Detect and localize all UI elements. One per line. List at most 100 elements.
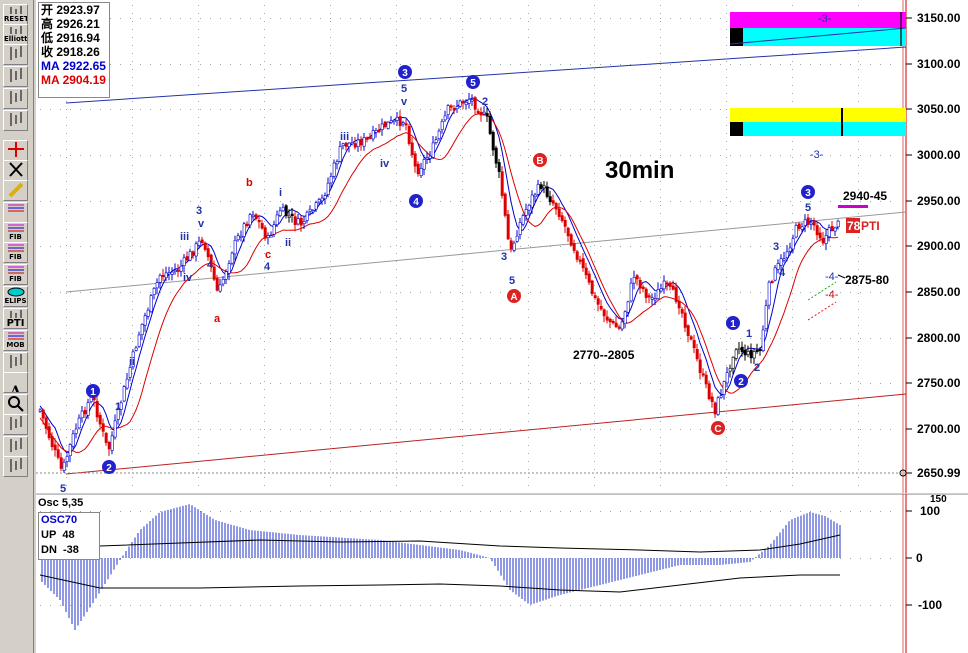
compare-tool-button[interactable]	[3, 88, 28, 109]
compare-icon	[4, 89, 27, 108]
candle-body	[665, 282, 669, 285]
svg-text:5: 5	[470, 78, 476, 89]
candle-body	[761, 329, 765, 351]
osc-up-line	[39, 534, 841, 553]
candle-body	[710, 396, 714, 402]
candle-body	[53, 444, 57, 451]
candle-body	[494, 147, 498, 164]
candle-body	[497, 162, 501, 172]
sub-wave-5d: 5	[805, 202, 811, 214]
candle-body	[827, 227, 831, 237]
candle-body	[185, 256, 189, 261]
grid-icon	[4, 437, 27, 456]
price-tick-label: 2950.00	[917, 194, 961, 208]
pencil-tool-button[interactable]	[3, 180, 28, 201]
candle-body	[473, 97, 477, 110]
zone-marker-black-top	[730, 28, 743, 46]
sub-wave-5-bottom: 5	[60, 483, 66, 493]
oscillator-chart[interactable]: 150 100 0 -100	[36, 494, 968, 653]
candle-body	[269, 235, 273, 238]
candle-body	[800, 226, 804, 230]
candle-body	[449, 105, 453, 108]
candle-body	[614, 322, 618, 328]
quote-ma1: 2922.65	[62, 59, 106, 73]
candle-body	[476, 110, 480, 114]
candle-body	[803, 219, 807, 226]
pti-tool-button[interactable]: PTI	[3, 308, 28, 329]
candle-body	[656, 289, 660, 299]
candle-body	[593, 295, 597, 299]
candle-body	[362, 137, 366, 147]
osc-axis-area	[906, 494, 968, 653]
delete-tool-button[interactable]	[3, 160, 28, 181]
candle-body	[104, 432, 108, 443]
mob-tool-button[interactable]: MOB	[3, 330, 28, 351]
candle-body	[287, 215, 291, 218]
fib-ret-tool-button[interactable]: FIB RET	[3, 222, 28, 243]
candle-body	[218, 284, 222, 292]
parallel-lines-tool-button[interactable]	[3, 202, 28, 223]
candle-body	[164, 272, 168, 278]
candle-body	[773, 267, 777, 281]
candle-body	[152, 288, 156, 296]
candle-body	[275, 214, 279, 226]
candle-body	[587, 273, 591, 283]
crosshair-tool-button[interactable]	[3, 140, 28, 161]
elliott-tool-button[interactable]: Elliott	[3, 24, 28, 45]
osc-info-box: OSC70 UP 48 DN -38	[38, 512, 100, 560]
candle-body	[83, 410, 87, 415]
candle-body	[824, 235, 828, 244]
sub-wave-c: c	[265, 249, 271, 261]
candle-body	[257, 219, 261, 223]
drawing-toolbar: RESET Elliott FIB RET FIB EXT FIB TIME ELIPS P…	[0, 0, 34, 653]
zoom-tool-button[interactable]	[3, 394, 28, 415]
gann-tool-button[interactable]	[3, 352, 28, 373]
candle-body	[356, 139, 360, 148]
price-chart[interactable]: 3150.00 3100.00 3050.00 3000.00 2950.00 2900.…	[36, 0, 968, 493]
fib-time-tool-button[interactable]: FIB TIME	[3, 264, 28, 285]
table-tool-button[interactable]	[3, 456, 28, 477]
candle-body	[86, 402, 90, 416]
candle-body	[590, 280, 594, 294]
candle-body	[668, 282, 672, 287]
fib-ext-tool-button[interactable]: FIB EXT	[3, 242, 28, 263]
text-tool-button[interactable]: A	[3, 372, 28, 393]
candle-body	[281, 206, 285, 212]
reset-label: RESET	[4, 15, 28, 23]
candle-body	[488, 116, 492, 134]
sub-wave-2: 2	[482, 96, 488, 108]
candle-body	[503, 193, 507, 216]
candle-body	[485, 113, 489, 117]
sub-wave-4: 4	[207, 259, 214, 271]
fib-ret-label: FIB RET	[9, 233, 22, 241]
sub-wave-4b: 4	[264, 261, 271, 273]
candle-body	[410, 142, 414, 156]
candle-body	[329, 176, 333, 184]
candle-body	[245, 223, 249, 227]
quote-ma1-row: MA 2922.65	[41, 59, 106, 73]
candle-body	[464, 102, 468, 105]
eraser-tool-button[interactable]	[3, 414, 28, 435]
candle-body	[236, 235, 240, 241]
reset-tool-button[interactable]: RESET	[3, 4, 28, 25]
projection-red	[807, 301, 837, 321]
ellipse-label: ELIPS	[4, 297, 27, 305]
candle-body	[578, 259, 582, 262]
candle-body	[836, 220, 840, 228]
candle-body	[704, 374, 708, 385]
ohlc-tool-button[interactable]	[3, 66, 28, 87]
candle-body	[638, 279, 642, 289]
bar-chart-tool-button[interactable]	[3, 44, 28, 65]
wave-marker-A: A	[507, 289, 521, 303]
ellipse-tool-button[interactable]: ELIPS	[3, 286, 28, 307]
sub-wave-5c: 5	[509, 275, 515, 287]
osc-histogram	[41, 504, 841, 630]
candle-body	[290, 213, 294, 216]
sub-wave-iii: iii	[180, 231, 189, 243]
candle-body	[365, 137, 369, 140]
svg-text:3: 3	[805, 188, 811, 199]
scale-tool-button[interactable]	[3, 110, 28, 131]
grid-tool-button[interactable]	[3, 436, 28, 457]
candle-body	[311, 210, 315, 213]
candle-body	[137, 334, 141, 347]
